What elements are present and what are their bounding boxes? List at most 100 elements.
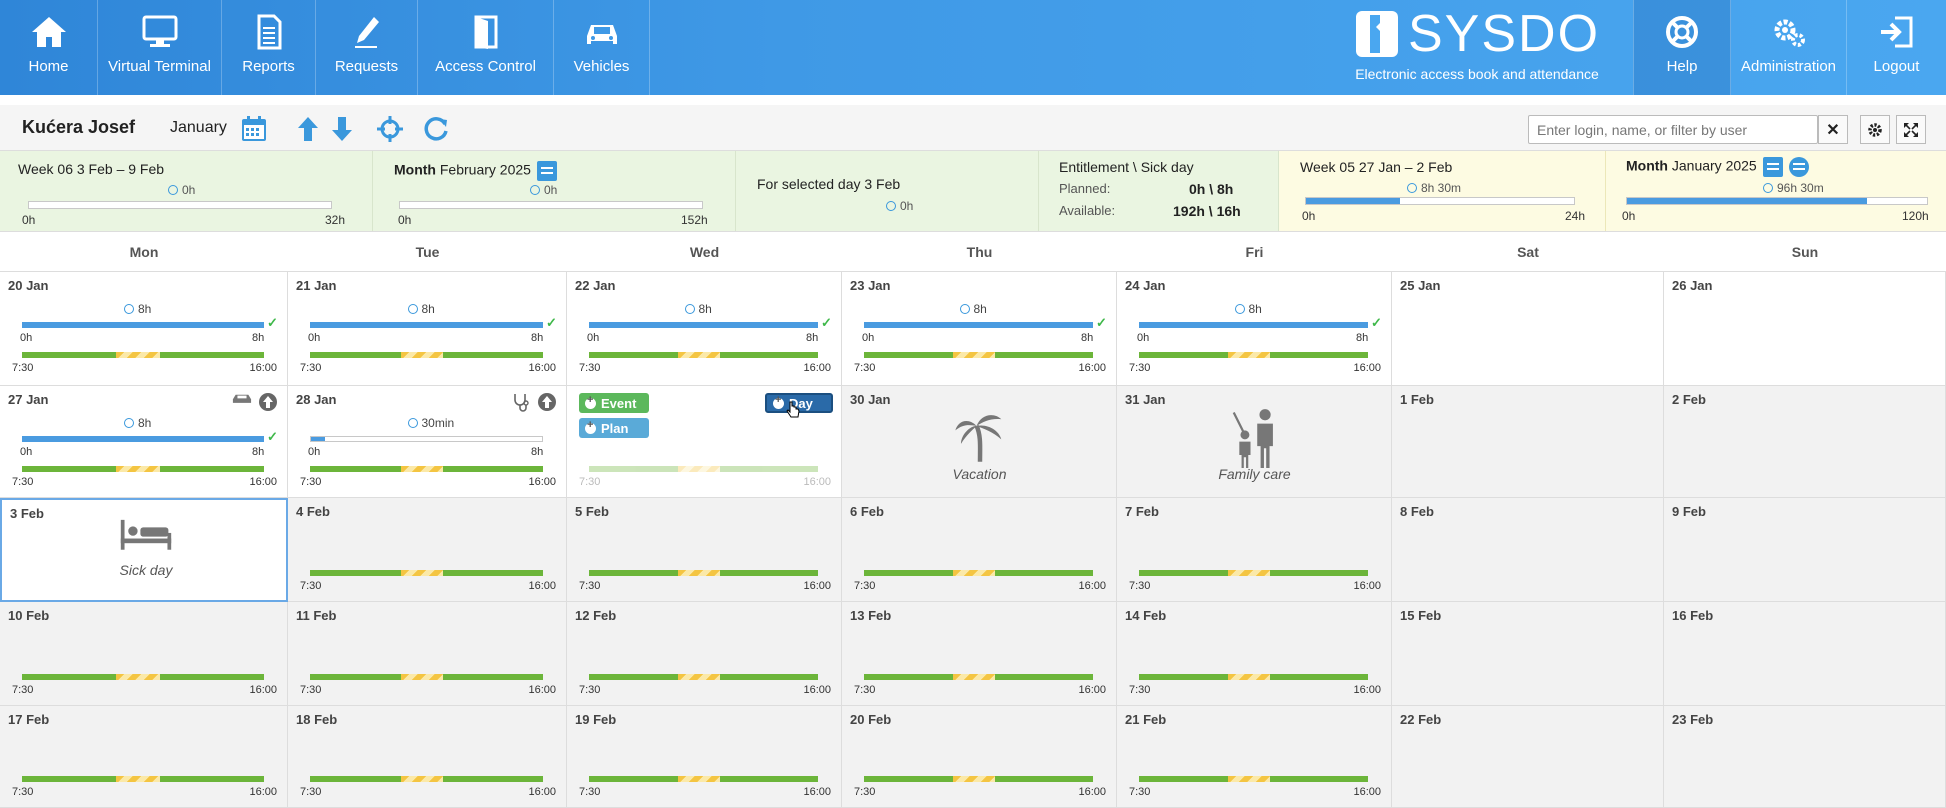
day-cell[interactable]: 31 Jan Family care <box>1117 386 1392 498</box>
shift-start: 7:30 <box>854 786 876 798</box>
car-icon <box>232 392 252 412</box>
range-min: 0h <box>20 332 33 344</box>
refresh-icon[interactable] <box>422 115 450 143</box>
shift-start: 7:30 <box>12 362 34 374</box>
day-date: 6 Feb <box>850 504 884 519</box>
day-cell[interactable]: 22 Feb <box>1392 706 1664 808</box>
range-min: 0h <box>587 332 600 344</box>
day-cell[interactable]: 7 Feb 7:30 16:00 <box>1117 498 1392 602</box>
worked-hours: 8h <box>684 302 712 316</box>
day-cell[interactable]: 21 Jan 8h ✓ 0h 8h 7:30 16:00 <box>288 272 567 386</box>
day-cell[interactable]: 23 Jan 8h ✓ 0h 8h 7:30 16:00 <box>842 272 1117 386</box>
day-cell[interactable]: 28 Jan 30min 0h 8h 7:30 16:00 <box>288 386 567 498</box>
day-cell[interactable]: 2 Feb <box>1664 386 1946 498</box>
day-date: 22 Jan <box>575 278 616 293</box>
worked-hours-value: 8h <box>138 302 152 316</box>
nav-requests[interactable]: Requests <box>316 0 418 95</box>
crosshair-icon[interactable] <box>376 115 404 143</box>
settings-button[interactable] <box>1860 115 1890 144</box>
calendar-icon[interactable] <box>240 115 268 143</box>
arrow-up-icon[interactable] <box>258 392 278 412</box>
week-max: 32h <box>325 213 346 227</box>
day-cell[interactable]: 25 Jan <box>1392 272 1664 386</box>
schedule-bar <box>1139 570 1368 576</box>
day-cell[interactable]: 9 Feb <box>1664 498 1946 602</box>
shift-end: 16:00 <box>803 580 831 592</box>
shift-start: 7:30 <box>854 362 876 374</box>
day-cell[interactable]: 22 Jan 8h ✓ 0h 8h 7:30 16:00 <box>567 272 842 386</box>
day-cell[interactable]: 16 Feb <box>1664 602 1946 706</box>
day-cell[interactable]: 21 Feb 7:30 16:00 <box>1117 706 1392 808</box>
day-cell[interactable]: 6 Feb 7:30 16:00 <box>842 498 1117 602</box>
clear-filter-button[interactable]: ✕ <box>1818 115 1848 144</box>
clock-button-icon[interactable] <box>1788 157 1809 177</box>
day-cell[interactable]: 23 Feb <box>1664 706 1946 808</box>
shift-start: 7:30 <box>579 786 601 798</box>
arrow-down-icon[interactable] <box>328 115 356 143</box>
day-date: 9 Feb <box>1672 504 1706 519</box>
schedule-bar <box>22 352 264 358</box>
day-cell[interactable]: 20 Jan 8h ✓ 0h 8h 7:30 16:00 <box>0 272 288 386</box>
shift-start: 7:30 <box>12 684 34 696</box>
day-cell[interactable]: 13 Feb 7:30 16:00 <box>842 602 1117 706</box>
nav-access-control[interactable]: Access Control <box>418 0 554 95</box>
day-cell[interactable]: 18 Feb 7:30 16:00 <box>288 706 567 808</box>
shift-end: 16:00 <box>1078 580 1106 592</box>
day-cell[interactable]: 14 Feb 7:30 16:00 <box>1117 602 1392 706</box>
weekday-mon: Mon <box>129 244 159 260</box>
arrow-up-icon[interactable] <box>294 115 322 143</box>
schedule-bar <box>864 776 1093 782</box>
day-cell[interactable]: 17 Feb 7:30 16:00 <box>0 706 288 808</box>
fullscreen-button[interactable] <box>1896 115 1926 144</box>
day-cell[interactable]: 20 Feb 7:30 16:00 <box>842 706 1117 808</box>
day-date: 12 Feb <box>575 608 617 623</box>
day-cell[interactable]: 11 Feb 7:30 16:00 <box>288 602 567 706</box>
expand-icon <box>1904 122 1918 137</box>
nav-help[interactable]: Help <box>1633 0 1731 95</box>
nav-logout[interactable]: Logout <box>1847 0 1946 95</box>
worked-hours: 8h <box>407 302 435 316</box>
shift-start: 7:30 <box>300 476 322 488</box>
worked-bar <box>1139 322 1368 328</box>
nav-vehicles[interactable]: Vehicles <box>554 0 650 95</box>
check-mark: ✓ <box>267 315 278 330</box>
clock-icon <box>684 304 695 314</box>
shift-start: 7:30 <box>300 684 322 696</box>
day-cell[interactable]: 5 Feb 7:30 16:00 <box>567 498 842 602</box>
add-plan-button[interactable]: Plan <box>579 418 649 438</box>
day-cell[interactable]: 19 Feb 7:30 16:00 <box>567 706 842 808</box>
break-segment <box>116 674 160 680</box>
day-cell[interactable]: 26 Jan <box>1664 272 1946 386</box>
day-cell[interactable]: 30 Jan Vacation <box>842 386 1117 498</box>
add-event-button[interactable]: Event <box>579 393 649 413</box>
worked-hours: 8h <box>1234 302 1262 316</box>
day-cell[interactable]: 12 Feb 7:30 16:00 <box>567 602 842 706</box>
nav-reports[interactable]: Reports <box>222 0 316 95</box>
schedule-bar <box>310 776 543 782</box>
break-segment <box>953 570 995 576</box>
day-cell[interactable]: 1 Feb <box>1392 386 1664 498</box>
shift-start: 7:30 <box>1129 684 1151 696</box>
day-cell[interactable]: 3 Feb Sick day <box>0 498 288 602</box>
nav-virtual-terminal[interactable]: Virtual Terminal <box>98 0 222 95</box>
day-cell[interactable]: 10 Feb 7:30 16:00 <box>0 602 288 706</box>
nav-home[interactable]: Home <box>0 0 98 95</box>
arrow-up-icon[interactable] <box>537 392 557 412</box>
calendar-range-icon[interactable] <box>1762 157 1783 177</box>
day-cell[interactable]: 8 Feb <box>1392 498 1664 602</box>
day-cell[interactable]: 4 Feb 7:30 16:00 <box>288 498 567 602</box>
user-filter-input[interactable] <box>1528 115 1818 144</box>
day-cell[interactable]: 27 Jan 8h ✓ 0h 8h 7:30 16:00 <box>0 386 288 498</box>
shift-start: 7:30 <box>579 580 601 592</box>
day-cell[interactable]: 24 Jan 8h ✓ 0h 8h 7:30 16:00 <box>1117 272 1392 386</box>
calendar-range-icon[interactable] <box>536 161 557 181</box>
worked-hours-value: 8h <box>138 416 152 430</box>
shift-end: 16:00 <box>249 476 277 488</box>
break-segment <box>1228 674 1270 680</box>
clock-icon <box>168 185 178 195</box>
day-cell[interactable]: 15 Feb <box>1392 602 1664 706</box>
nav-label: Vehicles <box>573 58 630 75</box>
nav-administration[interactable]: Administration <box>1731 0 1847 95</box>
break-segment <box>678 352 720 358</box>
